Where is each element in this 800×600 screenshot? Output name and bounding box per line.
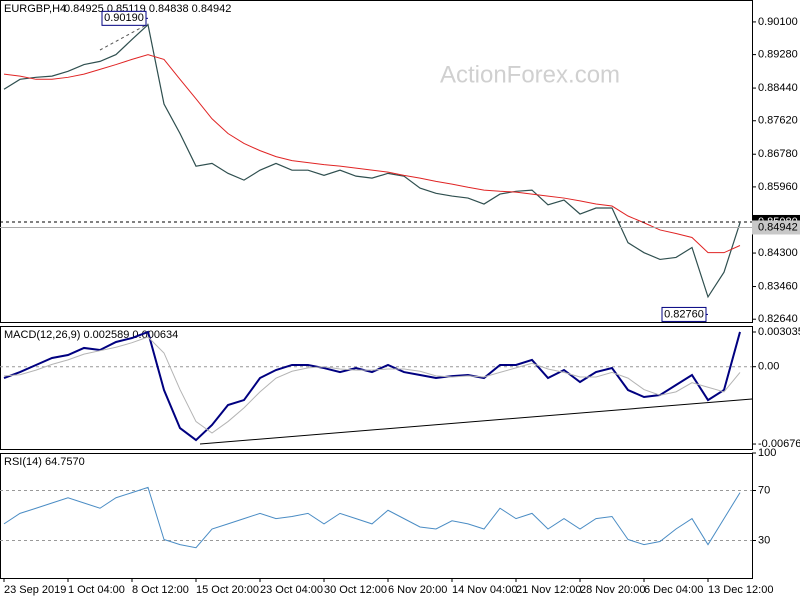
series-line [3, 486, 741, 549]
price-label-box [752, 220, 800, 235]
series-line [3, 336, 741, 434]
x-tick-label: 15 Oct 20:00 [196, 584, 259, 596]
y-tick-label: -0.006765 [758, 438, 800, 450]
series-line [3, 54, 741, 254]
rsi-pane [0, 453, 753, 579]
watermark: ActionForex.com [440, 61, 620, 88]
y-tick-label: 0.00 [758, 361, 779, 373]
x-tick-label: 30 Oct 12:00 [324, 584, 387, 596]
pane-title: RSI(14) 64.7570 [4, 456, 85, 468]
x-tick-label: 8 Oct 12:00 [132, 584, 189, 596]
y-tick-label: 0.87620 [758, 115, 798, 127]
series-line [3, 23, 741, 299]
y-tick-label: 0.84300 [758, 247, 798, 259]
pane-title: EURGBP,H4 [4, 3, 66, 15]
x-tick-label: 28 Nov 20:00 [580, 584, 645, 596]
y-tick-label: 70 [758, 484, 770, 496]
x-tick-label: 14 Nov 04:00 [452, 584, 517, 596]
y-tick-label: 0.82640 [758, 313, 798, 325]
series-line [3, 330, 741, 442]
y-tick-label: 30 [758, 534, 770, 546]
annotation-label: 0.82760 [664, 308, 704, 320]
y-tick-label: 0.83460 [758, 280, 798, 292]
x-tick-label: 23 Sep 2019 [4, 584, 66, 596]
y-tick-label: 0.90100 [758, 16, 798, 28]
trend-line [199, 398, 753, 445]
y-tick-label: 0.85960 [758, 181, 798, 193]
x-tick-label: 6 Dec 04:00 [644, 584, 703, 596]
y-tick-label: 0.86780 [758, 148, 798, 160]
macd-pane [0, 326, 753, 450]
y-tick-label: 0.88440 [758, 82, 798, 94]
y-tick-label: 100 [758, 447, 776, 459]
pane-subtitle: 0.84925 0.85119 0.84838 0.84942 [64, 3, 231, 15]
annotation-label: 0.90190 [104, 12, 144, 24]
y-tick-label: 0.003035 [758, 326, 800, 338]
x-tick-label: 23 Oct 04:00 [260, 584, 323, 596]
x-tick-label: 13 Dec 12:00 [708, 584, 773, 596]
y-tick-label: 0.89280 [758, 49, 798, 61]
price-label: 0.84942 [758, 221, 798, 233]
pane-title: MACD(12,26,9) 0.002589 0.000634 [4, 329, 178, 341]
price-pane [0, 0, 753, 323]
x-tick-label: 6 Nov 20:00 [388, 584, 447, 596]
x-tick-label: 21 Nov 12:00 [516, 584, 581, 596]
x-tick-label: 1 Oct 04:00 [68, 584, 125, 596]
